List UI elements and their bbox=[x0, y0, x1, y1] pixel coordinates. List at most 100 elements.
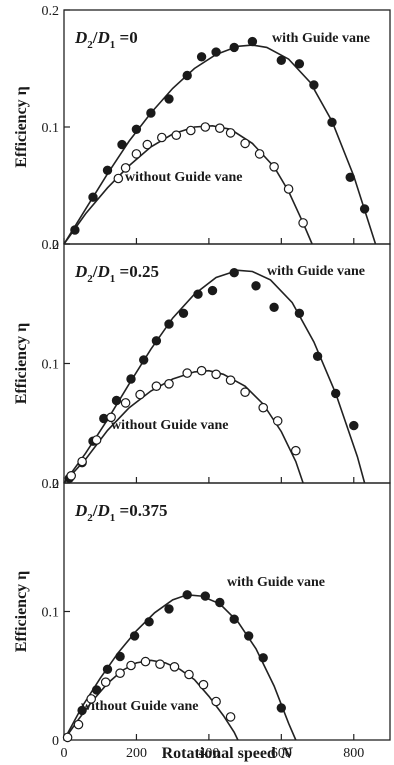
panel-label-value: =0.375 bbox=[115, 501, 167, 520]
panel-d2-d1-0.25: 0 0.1 0.2 Efficiency η D2/D1 =0.25 with … bbox=[13, 238, 391, 492]
point-without-guide-vane bbox=[164, 378, 174, 389]
panel-label-sep: / bbox=[92, 501, 98, 520]
point-without-guide-vane bbox=[66, 470, 76, 481]
x-tick-label-400: 400 bbox=[198, 746, 219, 761]
point-without-guide-vane bbox=[157, 132, 167, 143]
y-tick-label-0.1: 0.1 bbox=[42, 121, 60, 136]
point-without-guide-vane bbox=[115, 668, 125, 678]
point-with-guide-vane bbox=[294, 59, 305, 69]
point-without-guide-vane bbox=[113, 173, 124, 184]
y-tick-label-0.1: 0.1 bbox=[42, 358, 60, 373]
point-without-guide-vane bbox=[240, 138, 250, 149]
point-without-guide-vane bbox=[169, 661, 180, 672]
panel-label-lhs: D bbox=[74, 501, 87, 520]
point-with-guide-vane bbox=[359, 204, 370, 214]
point-without-guide-vane bbox=[198, 679, 209, 690]
panel-label: D2/D1 =0.375 bbox=[74, 501, 167, 524]
point-without-guide-vane bbox=[215, 123, 225, 133]
point-without-guide-vane bbox=[135, 389, 145, 400]
point-with-guide-vane bbox=[117, 139, 127, 150]
point-without-guide-vane bbox=[171, 130, 182, 140]
annotation-with-guide-vane: with Guide vane bbox=[267, 264, 365, 279]
point-with-guide-vane bbox=[131, 124, 142, 135]
point-without-guide-vane bbox=[184, 669, 194, 680]
point-without-guide-vane bbox=[225, 375, 236, 385]
x-axis-title: Rotational speed N bbox=[162, 745, 294, 762]
point-with-guide-vane bbox=[331, 388, 341, 399]
data-marks bbox=[63, 36, 377, 245]
panel-label-lhs-sub: 2 bbox=[87, 273, 93, 285]
point-with-guide-vane bbox=[182, 590, 192, 600]
data-marks bbox=[62, 590, 297, 743]
point-with-guide-vane bbox=[164, 94, 174, 104]
panel-label-lhs: D bbox=[74, 262, 87, 281]
point-with-guide-vane bbox=[258, 653, 268, 663]
annotation-without-guide-vane: without Guide vane bbox=[125, 170, 242, 185]
series-curve-with-guide-vane bbox=[63, 593, 297, 741]
panel-label-lhs-sub: 2 bbox=[87, 512, 93, 524]
point-with-guide-vane bbox=[200, 591, 211, 601]
point-without-guide-vane bbox=[182, 368, 192, 378]
panel-label-rhs-sub: 1 bbox=[110, 273, 116, 285]
panel-label-rhs-sub: 1 bbox=[110, 512, 116, 524]
point-with-guide-vane bbox=[77, 705, 87, 716]
point-without-guide-vane bbox=[142, 139, 153, 150]
y-tick-label-0.2: 0.2 bbox=[42, 238, 60, 253]
x-axis-title-text: Rotational speed bbox=[162, 745, 276, 762]
point-without-guide-vane bbox=[155, 659, 165, 669]
point-without-guide-vane bbox=[120, 163, 131, 173]
panel-d2-d1-0.375: 0 0.1 0.2 Efficiency η D2/D1 =0.375 with… bbox=[13, 477, 391, 762]
point-without-guide-vane bbox=[131, 149, 142, 159]
point-with-guide-vane bbox=[111, 395, 122, 406]
point-without-guide-vane bbox=[200, 122, 211, 132]
point-without-guide-vane bbox=[225, 128, 236, 138]
point-with-guide-vane bbox=[215, 597, 225, 608]
point-with-guide-vane bbox=[229, 614, 239, 624]
point-with-guide-vane bbox=[115, 651, 125, 662]
panel-label-value: =0 bbox=[115, 28, 137, 47]
point-without-guide-vane bbox=[225, 712, 236, 722]
panel-label-lhs: D bbox=[74, 28, 87, 47]
point-without-guide-vane bbox=[120, 398, 131, 408]
annotation-with-guide-vane: with Guide vane bbox=[227, 575, 325, 590]
point-with-guide-vane bbox=[327, 117, 337, 128]
point-without-guide-vane bbox=[140, 656, 151, 667]
point-without-guide-vane bbox=[272, 416, 283, 426]
point-without-guide-vane bbox=[62, 732, 73, 743]
point-with-guide-vane bbox=[276, 55, 286, 65]
point-with-guide-vane bbox=[312, 351, 323, 361]
y-tick-label-0: 0 bbox=[52, 734, 59, 749]
point-with-guide-vane bbox=[151, 336, 162, 346]
panel-label-rhs: D bbox=[97, 28, 110, 47]
point-with-guide-vane bbox=[146, 108, 156, 118]
y-tick-label-0.2: 0.2 bbox=[42, 477, 60, 492]
panel-label-rhs: D bbox=[97, 262, 110, 281]
panel-label-sep: / bbox=[92, 28, 98, 47]
point-with-guide-vane bbox=[207, 285, 218, 296]
point-without-guide-vane bbox=[240, 387, 250, 397]
panel-label-lhs-sub: 2 bbox=[87, 39, 93, 51]
panel-label-sep: / bbox=[92, 262, 98, 281]
point-with-guide-vane bbox=[211, 47, 221, 57]
point-with-guide-vane bbox=[251, 281, 261, 291]
point-with-guide-vane bbox=[229, 268, 239, 278]
point-with-guide-vane bbox=[102, 664, 113, 674]
series-curve-with-guide-vane bbox=[63, 44, 377, 245]
point-with-guide-vane bbox=[102, 165, 113, 176]
point-with-guide-vane bbox=[182, 70, 192, 81]
point-with-guide-vane bbox=[276, 703, 286, 713]
panel-label-rhs: D bbox=[97, 501, 110, 520]
point-with-guide-vane bbox=[294, 308, 305, 318]
point-with-guide-vane bbox=[269, 302, 279, 312]
point-without-guide-vane bbox=[106, 412, 116, 423]
point-without-guide-vane bbox=[86, 694, 96, 704]
panel-label-rhs-sub: 1 bbox=[110, 39, 116, 51]
panel-label: D2/D1 =0.25 bbox=[74, 262, 159, 285]
x-axis-title-var: N bbox=[280, 745, 294, 762]
x-tick-label-800: 800 bbox=[343, 746, 364, 761]
point-without-guide-vane bbox=[211, 696, 221, 707]
point-with-guide-vane bbox=[126, 374, 136, 384]
panel-d2-d1-0: 0 0.1 0.2 Efficiency η D2/D1 =0 with Gui… bbox=[13, 4, 391, 253]
y-axis-title: Efficiency η bbox=[13, 323, 30, 405]
